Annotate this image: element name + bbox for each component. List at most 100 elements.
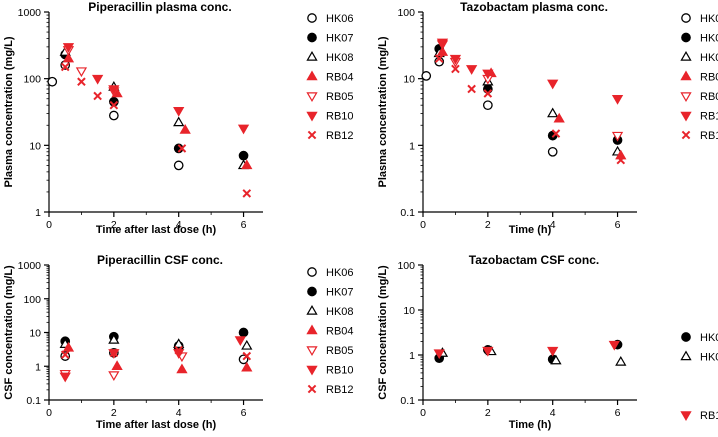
data-point-rb10	[59, 372, 71, 383]
legend-marker-rb05	[680, 92, 692, 102]
series-rb04	[62, 52, 253, 170]
legend-label-rb12: RB12	[326, 130, 354, 142]
data-point-rb04	[241, 361, 253, 372]
legend-label-hk07: HK07	[326, 33, 354, 45]
x-tick-label: 4	[176, 219, 182, 231]
legend-label-rb05: RB05	[326, 345, 354, 357]
data-point-rb10	[433, 349, 445, 360]
x-tick-label: 6	[615, 219, 621, 231]
x-tick-label: 2	[111, 407, 117, 419]
legend-marker-hk08	[680, 51, 692, 61]
y-tick-label: 100	[397, 260, 415, 272]
series-hk07	[60, 327, 249, 351]
data-point-rb10	[449, 54, 462, 65]
data-point-rb12	[483, 89, 493, 98]
x-axis-label: Time after last dose (h)	[96, 419, 217, 431]
legend-label-rb05: RB05	[700, 91, 718, 103]
legend-label-hk06: HK06	[700, 13, 718, 25]
data-point-rb10	[234, 336, 246, 346]
series-rb10	[62, 43, 250, 135]
data-point-rb12	[77, 77, 86, 87]
x-axis-label: Time (h)	[509, 419, 552, 431]
legend-label-hk07: HK07	[700, 33, 718, 45]
data-point-rb12	[551, 129, 561, 138]
data-point-rb12	[177, 144, 187, 153]
data-point-rb12	[467, 84, 476, 94]
y-tick-label: 1	[35, 361, 41, 373]
data-point-hk07	[238, 327, 249, 338]
data-point-rb10	[608, 340, 620, 351]
x-axis-label: Time after last dose (h)	[96, 224, 217, 236]
legend-marker-hk07	[681, 32, 691, 43]
x-tick-label: 2	[485, 407, 491, 419]
data-point-rb12	[60, 62, 70, 72]
legend-marker-hk07	[681, 332, 691, 342]
data-point-hk06	[173, 160, 184, 171]
data-point-rb10	[173, 107, 185, 117]
data-point-hk06	[421, 71, 432, 81]
data-point-rb10	[465, 65, 478, 75]
x-tick-label: 4	[550, 407, 556, 419]
legend-label-rb10: RB10	[326, 365, 354, 377]
y-axis-label: CSF concentration (mg/L)	[3, 265, 15, 400]
data-point-rb10	[108, 85, 120, 95]
legend-marker-rb05	[306, 346, 318, 356]
x-tick-label: 4	[176, 407, 182, 419]
legend: HK06 HK07 HK08 RB04 RB05 RB10 RB12	[306, 267, 354, 396]
legend-marker-rb12	[307, 384, 317, 394]
y-tick-label: 1000	[18, 260, 42, 272]
data-point-rb12	[60, 350, 70, 360]
series-hk08	[436, 345, 627, 366]
legend-label-hk06: HK06	[326, 13, 354, 25]
legend-label-rb10: RB10	[700, 111, 718, 123]
data-point-rb10	[62, 43, 75, 53]
legend-label-hk07: HK07	[700, 332, 718, 344]
data-point-rb05	[108, 371, 120, 382]
data-point-hk06	[547, 146, 558, 157]
panel-tazobactam-csf-conc: Tazobactam CSF conc. 0.1 1 10 100 0 2 4 6 Time (h…	[377, 253, 718, 431]
series-rb05	[59, 352, 188, 382]
x-tick-label: 0	[420, 407, 426, 419]
legend-label-rb05: RB05	[326, 91, 354, 103]
y-tick-label: 1000	[18, 7, 42, 19]
legend-marker-rb04	[306, 324, 318, 335]
data-point-rb12	[174, 345, 184, 355]
legend-marker-rb05	[306, 92, 318, 102]
series-rb05	[436, 40, 624, 142]
data-point-hk06	[482, 100, 493, 111]
data-point-rb04	[111, 360, 123, 370]
legend-label-rb04: RB04	[326, 326, 354, 338]
chart-title: Piperacillin CSF conc.	[97, 253, 223, 267]
legend-marker-hk08	[306, 305, 318, 315]
data-point-rb12	[109, 348, 119, 358]
y-axis-label: Plasma concentration (mg/L)	[3, 36, 15, 187]
legend-label-hk06: HK06	[326, 267, 354, 279]
x-tick-label: 2	[111, 219, 117, 231]
panel-tazobactam-plasma-conc: Tazobactam plasma conc. 0.1 1 10 100 0 2 4 6 Time…	[377, 0, 718, 236]
data-point-rb12	[451, 64, 460, 74]
data-point-hk06	[47, 76, 58, 87]
series-rb10	[436, 38, 624, 105]
legend-label-rb10: RB10	[326, 111, 354, 123]
data-point-hk08	[108, 333, 120, 344]
legend-marker-rb10	[306, 365, 318, 376]
series-rb12	[434, 54, 626, 165]
data-point-rb04	[241, 159, 253, 170]
legend-marker-rb10	[680, 411, 692, 421]
legend-label-hk08: HK08	[326, 306, 354, 318]
series-hk06	[60, 343, 249, 365]
data-point-hk08	[241, 339, 253, 350]
data-point-rb04	[176, 363, 188, 374]
data-point-hk07	[238, 150, 249, 161]
series-hk07	[60, 49, 249, 161]
legend: HK06 HK07 HK08 RB04 RB05 RB10 RB12	[306, 13, 354, 142]
data-point-hk08	[173, 338, 185, 348]
data-point-rb05	[611, 131, 624, 142]
legend-marker-hk07	[307, 32, 317, 43]
series-rb04	[436, 46, 627, 160]
data-point-rb04	[62, 52, 75, 63]
y-tick-label: 10	[29, 328, 41, 340]
legend: HK07 HK08 RB10	[680, 332, 718, 422]
chart-title: Tazobactam plasma conc.	[460, 0, 608, 14]
x-tick-label: 2	[485, 219, 491, 231]
